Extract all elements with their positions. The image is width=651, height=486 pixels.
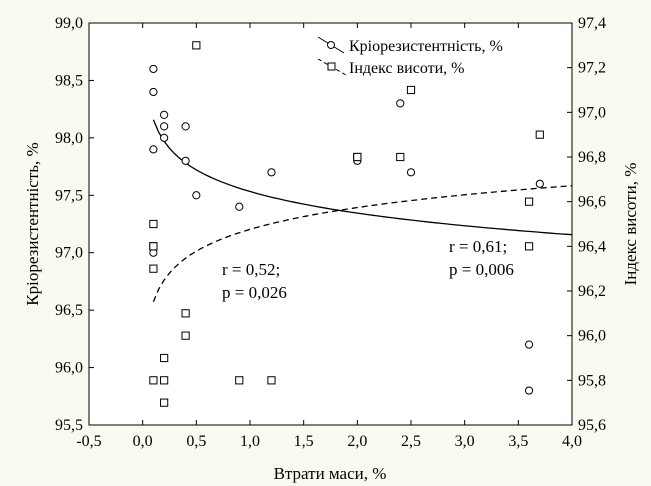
right-y-tick-label: 96,6 <box>578 194 606 211</box>
left-y-tick-label: 96,5 <box>55 302 83 319</box>
x-tick-label: 0,0 <box>133 433 153 450</box>
data-point-square <box>524 197 534 206</box>
right-y-tick-label: 96,2 <box>578 283 606 300</box>
legend-label-series-2: Індекс висоти, % <box>349 60 465 77</box>
right-y-tick-label: 96,0 <box>578 328 606 345</box>
right-y-tick-label: 96,4 <box>578 238 606 255</box>
right-y-tick-label: 97,2 <box>578 60 606 77</box>
data-point-circle <box>181 156 190 165</box>
data-point-square <box>267 376 276 385</box>
annotation-r-1: r = 0,52; <box>222 260 280 279</box>
data-point-circle <box>160 133 169 142</box>
data-point-circle <box>396 99 405 108</box>
trend-line-solid <box>152 119 573 236</box>
trend-lines <box>152 119 573 303</box>
x-tick-label: 4,0 <box>562 433 582 450</box>
data-point-square <box>181 309 190 318</box>
legend-square-marker <box>327 62 336 71</box>
left-y-tick-label: 97,0 <box>55 245 83 262</box>
data-point-circle <box>192 191 201 200</box>
right-y-tick-label: 97,0 <box>578 104 606 121</box>
data-point-square <box>149 242 158 251</box>
right-y-axis-title: Індекс висоти, % <box>621 163 640 286</box>
data-point-circle <box>535 179 544 188</box>
data-point-square <box>406 85 416 95</box>
data-point-square <box>160 398 169 407</box>
data-point-circle <box>524 386 534 395</box>
plot-area <box>88 22 573 426</box>
left-y-axis-ticks: 95,5 96,0 96,5 97,0 97,5 98,0 98,5 99,0 <box>55 15 94 434</box>
data-point-circle <box>160 122 169 131</box>
annotation-r-2: r = 0,61; <box>449 237 507 256</box>
data-point-square <box>524 242 534 251</box>
data-point-circle <box>149 145 158 154</box>
right-y-tick-label: 96,8 <box>578 149 606 166</box>
x-tick-label: 3,5 <box>508 433 528 450</box>
data-point-square <box>235 376 244 385</box>
x-axis-ticks: -0,5 0,0 0,5 1,0 1,5 2,0 2,5 3,0 3,5 4,0 <box>76 23 582 450</box>
right-y-tick-label: 95,6 <box>578 417 606 434</box>
data-point-circle <box>160 110 169 119</box>
annotation-p-1: p = 0,026 <box>222 283 287 302</box>
data-point-circle <box>524 340 534 349</box>
x-axis-title: Втрати маси, % <box>274 464 387 483</box>
right-y-axis-ticks: 95,6 95,8 96,0 96,2 96,4 96,6 96,8 97,0 97,2 97,4 <box>567 15 606 434</box>
trend-line-dashed <box>152 185 573 303</box>
data-point-square <box>160 376 169 385</box>
data-point-square <box>160 353 169 363</box>
left-y-tick-label: 95,5 <box>55 417 83 434</box>
data-point-circle <box>149 64 158 74</box>
x-tick-label: 0,5 <box>186 433 206 450</box>
left-y-tick-label: 98,5 <box>55 72 83 89</box>
left-y-tick-label: 97,5 <box>55 187 83 204</box>
legend-circle-marker <box>327 41 335 49</box>
data-point-square <box>149 219 158 229</box>
data-point-square <box>535 130 544 139</box>
data-points <box>149 41 544 407</box>
data-point-circle <box>149 87 158 97</box>
left-y-axis-title: Кріорезистентність, % <box>23 142 42 305</box>
x-tick-label: 2,0 <box>347 433 367 450</box>
data-point-circle <box>406 168 416 177</box>
data-point-square <box>396 152 405 162</box>
data-point-square <box>192 41 201 50</box>
data-point-circle <box>181 122 190 131</box>
x-tick-label: 1,0 <box>240 433 260 450</box>
left-y-tick-label: 99,0 <box>55 15 83 32</box>
left-y-tick-label: 98,0 <box>55 130 83 147</box>
right-y-tick-label: 97,4 <box>578 15 606 32</box>
data-point-circle <box>267 168 276 177</box>
right-y-tick-label: 95,8 <box>578 372 606 389</box>
left-y-tick-label: 96,0 <box>55 360 83 377</box>
legend-label-series-1: Кріорезистентність, % <box>349 38 503 55</box>
annotation-p-2: p = 0,006 <box>449 260 514 279</box>
x-tick-label: 1,5 <box>294 433 314 450</box>
x-tick-label: -0,5 <box>76 433 101 450</box>
x-tick-label: 2,5 <box>401 433 421 450</box>
x-tick-label: 3,0 <box>455 433 475 450</box>
data-point-square <box>181 331 190 340</box>
legend: Кріорезистентність, % Індекс висоти, % <box>317 36 503 77</box>
data-point-square <box>149 264 158 273</box>
data-point-circle <box>235 202 244 211</box>
data-point-square <box>353 152 362 162</box>
data-point-square <box>149 376 158 385</box>
